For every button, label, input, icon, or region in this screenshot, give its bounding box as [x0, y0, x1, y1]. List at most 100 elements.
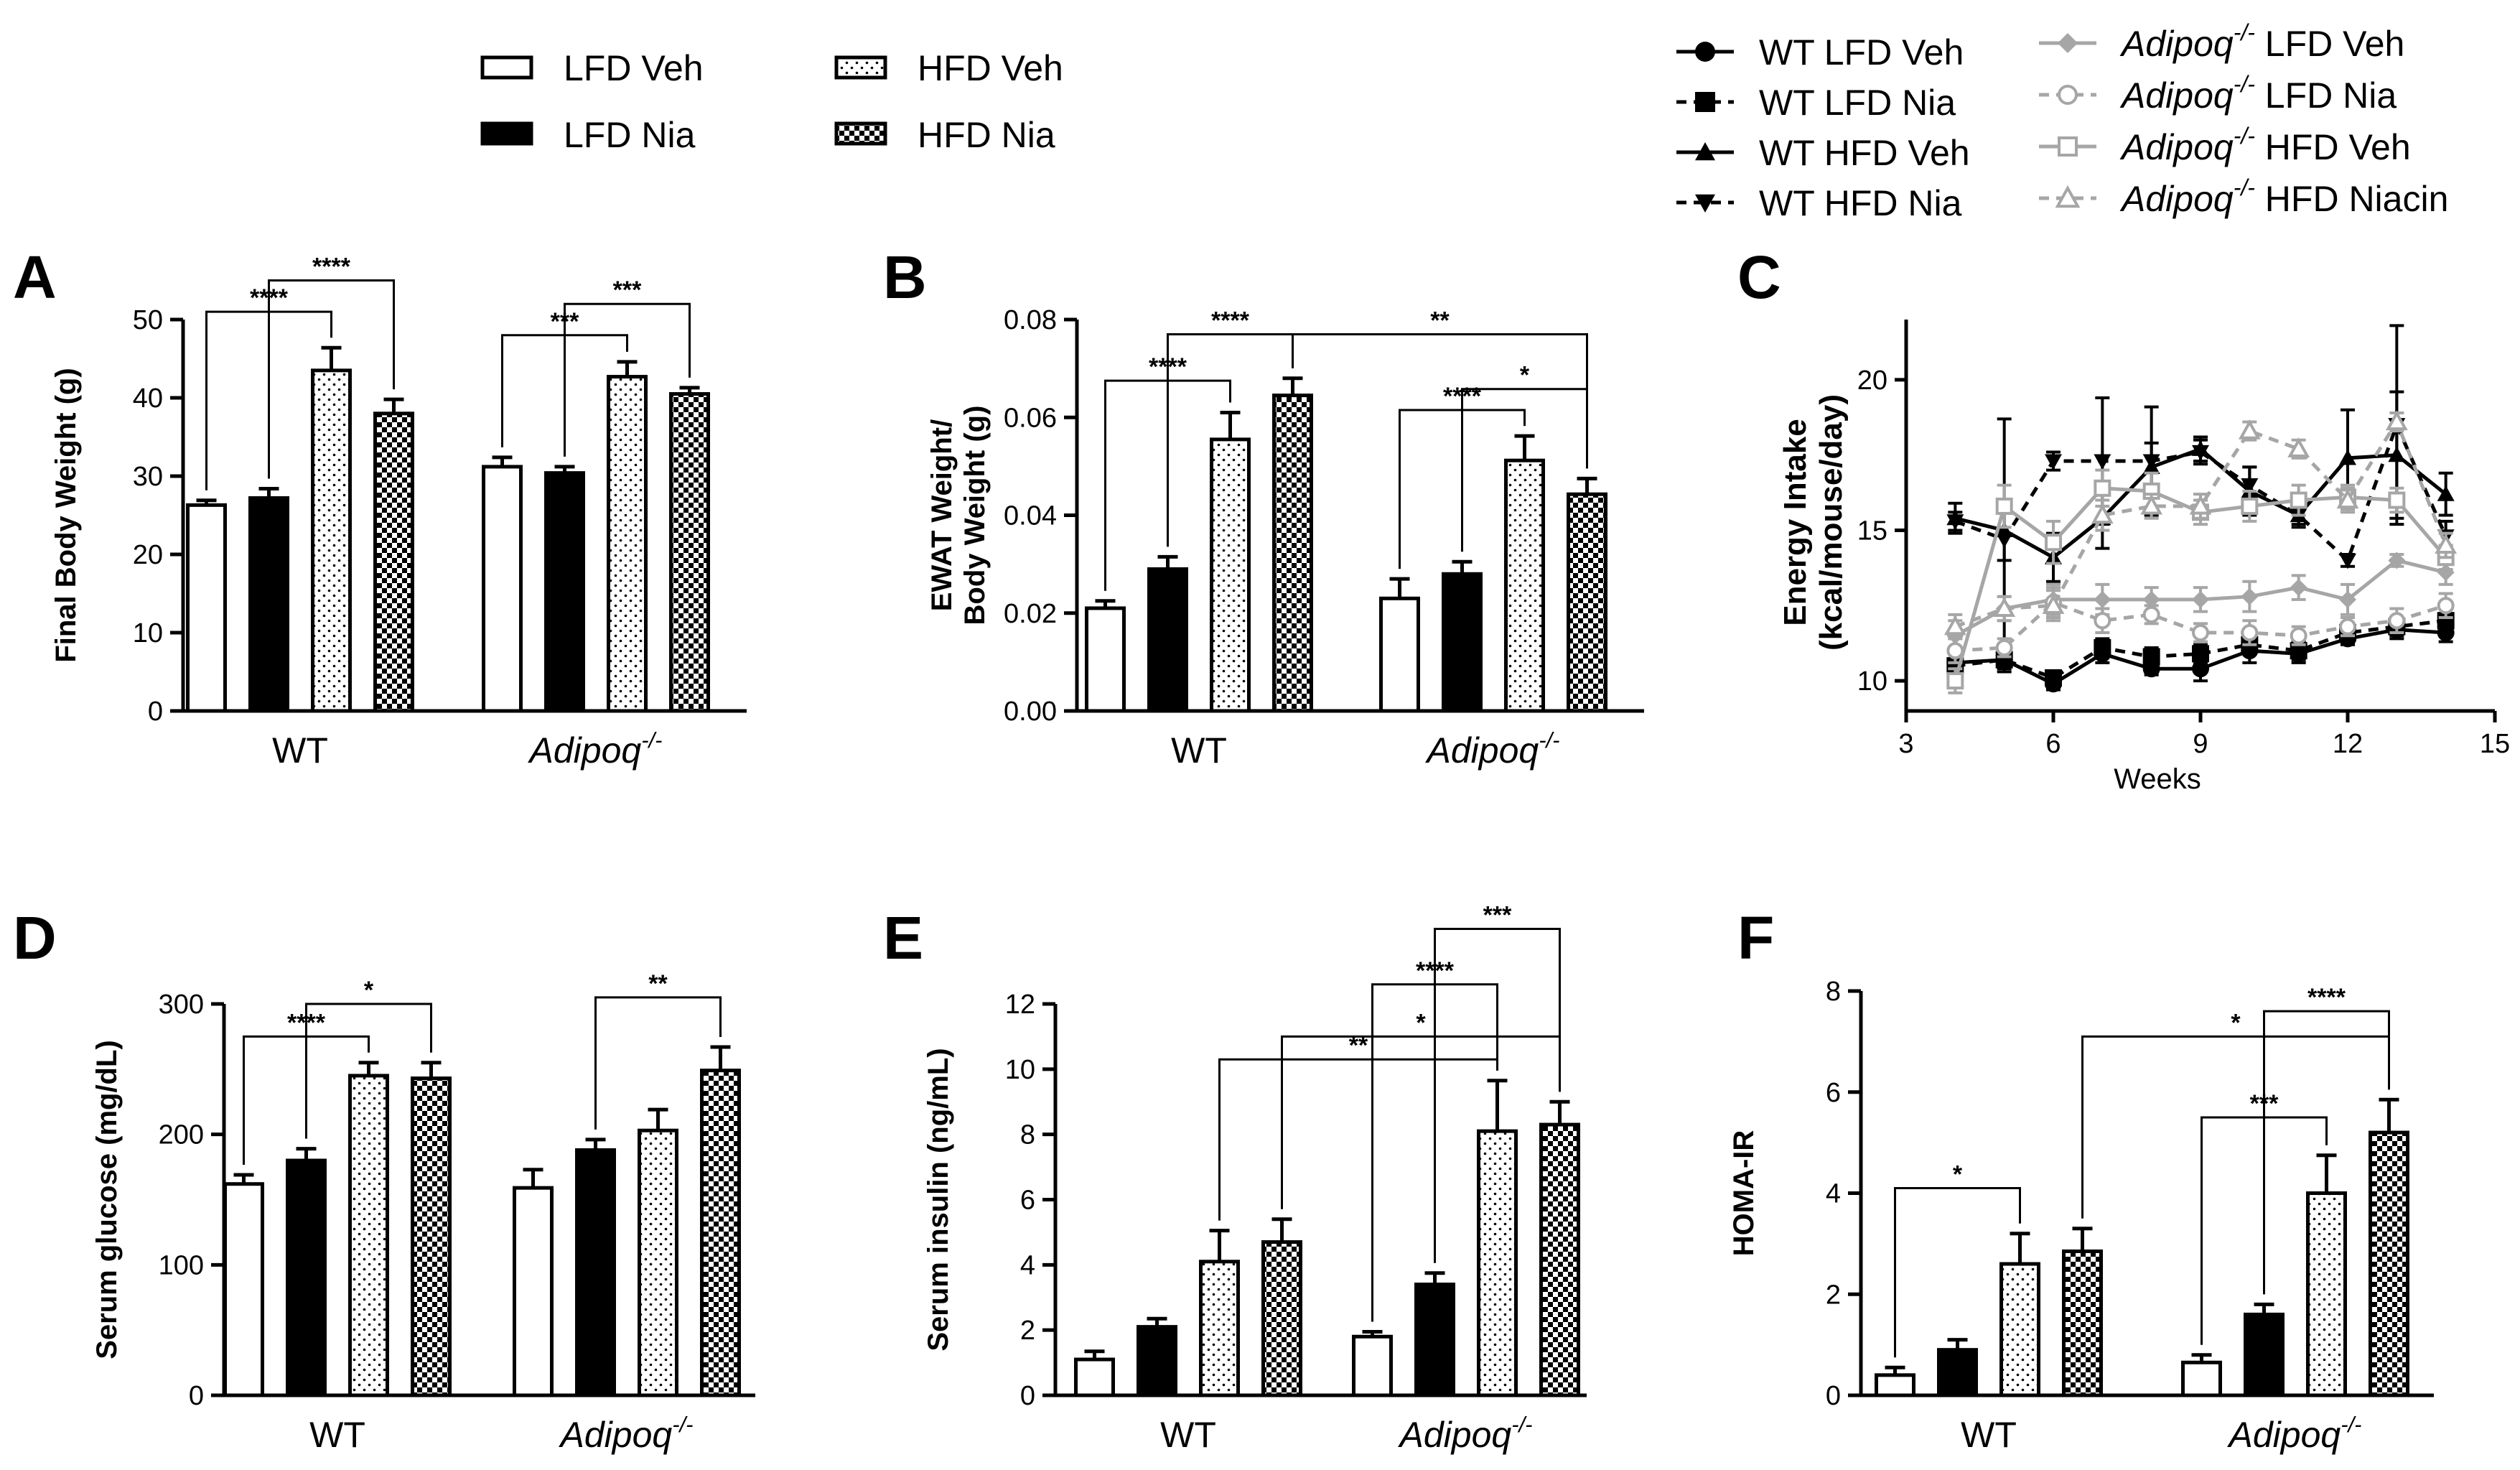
panel-letter-d: D	[13, 904, 57, 972]
marker-diamond	[2290, 579, 2307, 597]
marker-triangle-open	[2385, 410, 2408, 431]
marker-diamond	[2094, 590, 2111, 608]
bar-hfd-veh	[311, 368, 352, 713]
significance-label: ****	[2307, 984, 2346, 1011]
bar-legend-item: LFD Veh	[480, 48, 704, 88]
marker-square-open	[1995, 497, 2013, 515]
y-tick-label: 0.06	[1004, 403, 1057, 433]
x-tick-label: 6	[2045, 729, 2061, 759]
y-tick-label: 0.08	[1004, 305, 1057, 335]
y-axis-label: EWAT Weight/	[926, 419, 958, 611]
bar-lfd-veh	[1074, 1357, 1115, 1397]
series-path	[1955, 600, 2447, 653]
y-tick-label: 40	[133, 383, 163, 414]
marker-triangle-open	[2189, 494, 2212, 515]
group-label: WT	[1160, 1415, 1216, 1455]
legend-label: LFD Nia	[564, 115, 696, 155]
y-tick-label: 6	[1826, 1078, 1841, 1108]
significance-label: *	[2231, 1009, 2241, 1036]
marker-triangle	[2339, 449, 2356, 465]
y-axis-label: Final Body Weight (g)	[50, 368, 82, 662]
y-tick-label: 15	[1857, 516, 1887, 546]
x-axis-label: Weeks	[2114, 763, 2201, 795]
legend-swatch-lfd-nia	[480, 121, 533, 146]
legend-swatch-lfd-veh	[480, 55, 533, 80]
legend-label: HFD Nia	[918, 115, 1055, 155]
bar-hfd-veh	[638, 1128, 678, 1397]
marker-triangle-down	[2142, 454, 2160, 470]
y-tick-label: 10	[1857, 666, 1887, 697]
group-label: Adipoq-/-	[1425, 727, 1560, 771]
bar-lfd-veh	[2181, 1360, 2222, 1397]
bar-hfd-nia	[1261, 1240, 1302, 1397]
significance-bracket	[1292, 332, 1588, 469]
marker-triangle	[1695, 142, 1715, 161]
line-legend-label: Adipoq-/- LFD Veh	[2119, 19, 2404, 64]
marker-square-open	[1946, 672, 1964, 690]
x-tick-label: 3	[1898, 729, 1913, 759]
y-tick-label: 200	[159, 1120, 204, 1150]
marker-circle-open	[2058, 85, 2078, 105]
significance-bracket	[2081, 1035, 2390, 1219]
group-label: Adipoq-/-	[1398, 1412, 1533, 1455]
y-axis-label: HOMA-IR	[1728, 1130, 1760, 1257]
bar-hfd-veh	[1210, 437, 1251, 713]
line-legend-item: Adipoq-/- LFD Veh	[2039, 19, 2404, 64]
y-tick-label: 0.00	[1004, 697, 1057, 727]
marker-square-open	[2388, 491, 2406, 509]
bar-lfd-veh	[1379, 596, 1420, 713]
line-legend-item: WT HFD Nia	[1676, 183, 1962, 223]
line-legend-label: Adipoq-/- HFD Niacin	[2119, 175, 2448, 219]
group-label: Adipoq-/-	[2227, 1412, 2362, 1455]
significance-bracket	[2263, 1010, 2390, 1295]
marker-square-open	[2045, 534, 2062, 552]
bar-lfd-veh	[513, 1186, 554, 1397]
line-legend-label: Adipoq-/- LFD Nia	[2119, 71, 2397, 116]
marker-square-open	[2290, 491, 2307, 509]
y-tick-label: 10	[133, 618, 163, 648]
y-tick-label: 10	[1005, 1055, 1035, 1085]
line-legend-label: WT HFD Nia	[1759, 183, 1962, 223]
marker-square-open	[2058, 136, 2078, 157]
y-tick-label: 8	[1826, 977, 1841, 1007]
panel-e: 0 2 4 6 8 10 12 Serum insulin (ng/mL) WT Adipoq-/…	[923, 902, 1587, 1455]
bar-hfd-nia	[411, 1076, 452, 1397]
marker-diamond	[2142, 590, 2160, 608]
bar-lfd-veh	[1352, 1334, 1393, 1397]
line-legend-item: Adipoq-/- HFD Niacin	[2039, 175, 2448, 219]
group-label: Adipoq-/-	[528, 727, 663, 771]
panel-letter-f: F	[1737, 904, 1774, 972]
marker-triangle-down	[2241, 478, 2259, 494]
y-tick-label: 0.04	[1004, 501, 1057, 531]
significance-label: *	[1520, 362, 1530, 389]
bar-lfd-veh	[1875, 1373, 1915, 1397]
marker-triangle-down	[2045, 454, 2062, 470]
y-tick-label: 0	[1020, 1381, 1035, 1411]
panel-d: 0 100 200 300 Serum glucose (mg/dL) WT Adipoq-…	[91, 970, 755, 1455]
significance-label: *	[1416, 1009, 1426, 1036]
significance-label: **	[1430, 307, 1450, 334]
significance-bracket	[564, 302, 691, 457]
marker-square-open	[2241, 497, 2259, 515]
y-tick-label: 12	[1005, 990, 1035, 1020]
significance-bracket	[268, 279, 395, 479]
marker-triangle-open	[2042, 594, 2065, 614]
bar-legend-item: HFD Veh	[834, 48, 1063, 88]
bar-hfd-nia	[2062, 1249, 2103, 1397]
marker-diamond	[2388, 552, 2406, 569]
y-axis-label: Serum insulin (ng/mL)	[923, 1048, 954, 1351]
y-tick-label: 4	[1826, 1179, 1841, 1209]
bar-lfd-veh	[1085, 606, 1126, 713]
bar-hfd-veh	[1504, 458, 1545, 713]
bar-hfd-veh	[348, 1074, 389, 1397]
marker-diamond	[2192, 590, 2209, 608]
significance-label: ****	[1211, 307, 1250, 334]
y-tick-label: 6	[1020, 1186, 1035, 1216]
y-axis-label: Energy Intake	[1778, 419, 1813, 626]
y-axis-label: Body Weight (g)	[959, 406, 991, 625]
line-legend-item: Adipoq-/- LFD Nia	[2039, 71, 2397, 116]
bar-legend: LFD Veh LFD Nia HFD Veh HFD Nia	[480, 48, 1063, 155]
marker-diamond	[2241, 587, 2259, 605]
